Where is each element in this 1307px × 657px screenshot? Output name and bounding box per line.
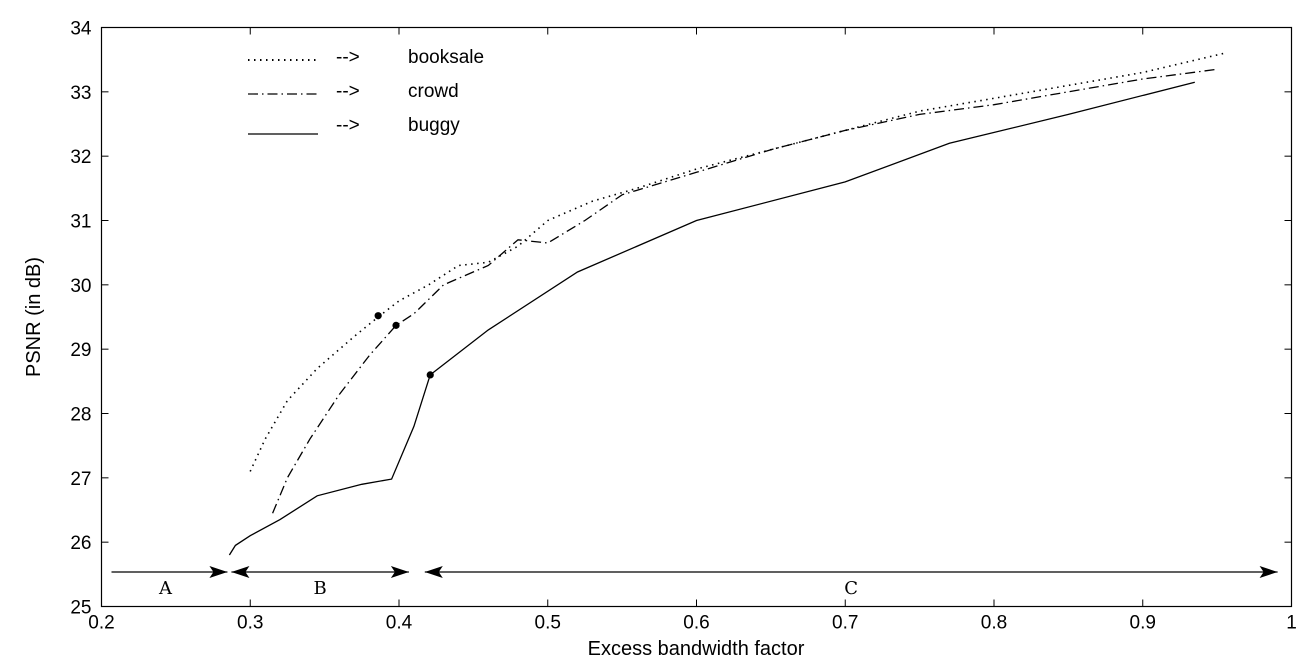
legend-label-crowd: crowd bbox=[408, 81, 459, 102]
legend-arrow: --> bbox=[336, 47, 360, 68]
series-marker-crowd bbox=[392, 321, 400, 329]
y-tick-label: 34 bbox=[70, 19, 92, 40]
series-marker-booksale bbox=[374, 312, 382, 320]
region-label-B: B bbox=[314, 578, 327, 599]
x-tick-label: 0.6 bbox=[683, 613, 709, 634]
series-line-crowd bbox=[272, 68, 1218, 514]
x-tick-label: 0.8 bbox=[981, 613, 1007, 634]
axis-ticks: 0.2 0.3 0.4 0.5 0.6 0.7 0.8 0.9 1 25 26 27 28 29 30 31 3… bbox=[70, 19, 1296, 634]
legend-label-buggy: buggy bbox=[408, 115, 460, 136]
y-tick-label: 29 bbox=[70, 340, 91, 361]
region-arrowhead bbox=[424, 566, 443, 578]
legend-label-booksale: booksale bbox=[408, 47, 484, 68]
x-axis-label: Excess bandwidth factor bbox=[588, 638, 805, 657]
y-tick-label: 32 bbox=[70, 147, 91, 168]
region-label-C: C bbox=[844, 578, 858, 599]
x-tick-label: 0.9 bbox=[1130, 613, 1156, 634]
legend: --> booksale --> crowd --> buggy bbox=[248, 47, 484, 136]
y-tick-label: 25 bbox=[70, 598, 91, 619]
y-axis-label: PSNR (in dB) bbox=[23, 257, 45, 377]
x-tick-label: 0.4 bbox=[386, 613, 413, 634]
x-tick-label: 1 bbox=[1286, 613, 1297, 634]
plot-frame bbox=[100, 26, 1293, 608]
series-line-booksale bbox=[249, 52, 1225, 472]
region-arrowhead bbox=[1259, 566, 1278, 578]
y-tick-label: 28 bbox=[70, 405, 91, 426]
region-arrowhead bbox=[231, 566, 250, 578]
region-label-A: A bbox=[158, 578, 173, 599]
regions: A B C bbox=[111, 566, 1278, 599]
y-tick-label: 27 bbox=[70, 469, 91, 490]
y-tick-label: 33 bbox=[70, 83, 91, 104]
x-tick-label: 0.7 bbox=[832, 613, 858, 634]
series-marker-buggy bbox=[426, 371, 434, 379]
series-markers bbox=[374, 312, 434, 379]
series-line-buggy bbox=[228, 81, 1195, 556]
y-tick-label: 31 bbox=[70, 212, 91, 233]
region-arrowhead bbox=[209, 566, 228, 578]
series-lines bbox=[228, 52, 1225, 556]
y-tick-label: 30 bbox=[70, 276, 91, 297]
x-tick-label: 0.2 bbox=[88, 613, 114, 634]
legend-arrow: --> bbox=[336, 115, 360, 136]
legend-arrow: --> bbox=[336, 81, 360, 102]
region-arrowhead bbox=[390, 566, 409, 578]
x-tick-label: 0.5 bbox=[535, 613, 561, 634]
y-tick-label: 26 bbox=[70, 533, 91, 554]
x-tick-label: 0.3 bbox=[237, 613, 263, 634]
